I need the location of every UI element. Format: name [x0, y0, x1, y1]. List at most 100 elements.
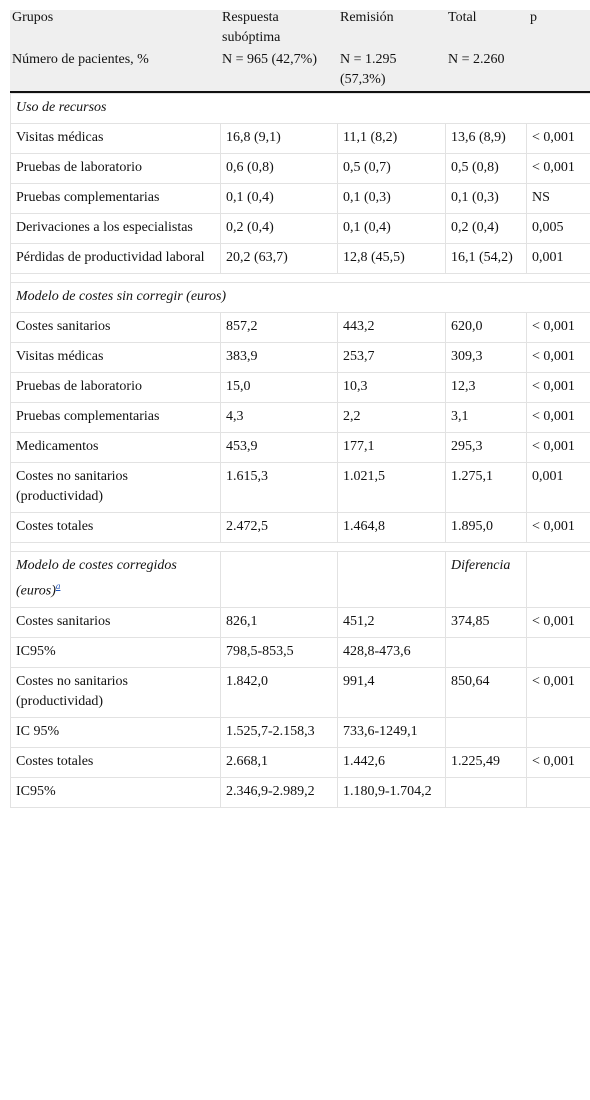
cell-remission: 1.021,5	[338, 463, 446, 513]
cell-total: 3,1	[446, 403, 527, 433]
cell-total: 295,3	[446, 433, 527, 463]
table-row: Costes sanitarios 857,2 443,2 620,0 < 0,…	[11, 313, 590, 343]
row-label: Medicamentos	[11, 433, 221, 463]
cell-suboptimal: 2.668,1	[221, 747, 338, 777]
table-header: Grupos Respuesta subóptima Remisión Tota…	[10, 10, 590, 91]
cell-remission: 991,4	[338, 667, 446, 717]
cell-total	[446, 777, 527, 807]
cell-suboptimal: 0,6 (0,8)	[221, 154, 338, 184]
row-label: Pruebas complementarias	[11, 403, 221, 433]
cell-p: < 0,001	[527, 667, 590, 717]
cell-suboptimal: 826,1	[221, 607, 338, 637]
cell-p: < 0,001	[527, 124, 590, 154]
cell-total	[446, 637, 527, 667]
results-table: Uso de recursos Visitas médicas 16,8 (9,…	[10, 93, 590, 808]
table-row: Pérdidas de productividad laboral 20,2 (…	[11, 244, 590, 274]
cell-remission: 733,6-1249,1	[338, 717, 446, 747]
cell-suboptimal: 20,2 (63,7)	[221, 244, 338, 274]
cell-p: < 0,001	[527, 373, 590, 403]
cell-suboptimal: 0,2 (0,4)	[221, 214, 338, 244]
header-n-total: N = 2.260	[448, 50, 505, 70]
cell-total: 16,1 (54,2)	[446, 244, 527, 274]
table-row: Visitas médicas 16,8 (9,1) 11,1 (8,2) 13…	[11, 124, 590, 154]
cell-p	[527, 777, 590, 807]
section-row: Modelo de costes sin corregir (euros)	[11, 283, 590, 313]
row-label: Pérdidas de productividad laboral	[11, 244, 221, 274]
cell-p: 0,001	[527, 244, 590, 274]
cell-p: < 0,001	[527, 403, 590, 433]
cell-total: 374,85	[446, 607, 527, 637]
cell-remission: 1.464,8	[338, 513, 446, 543]
row-label: Costes sanitarios	[11, 607, 221, 637]
row-label: IC 95%	[11, 717, 221, 747]
table-row: Pruebas complementarias 4,3 2,2 3,1 < 0,…	[11, 403, 590, 433]
table-row: Pruebas de laboratorio 0,6 (0,8) 0,5 (0,…	[11, 154, 590, 184]
cell-remission: 253,7	[338, 343, 446, 373]
table-row: IC95% 798,5-853,5 428,8-473,6	[11, 637, 590, 667]
header-remission: Remisión	[340, 8, 394, 28]
section-empty	[527, 552, 590, 608]
cell-remission: 443,2	[338, 313, 446, 343]
cell-remission: 428,8-473,6	[338, 637, 446, 667]
table-row: IC95% 2.346,9-2.989,2 1.180,9-1.704,2	[11, 777, 590, 807]
cell-remission: 451,2	[338, 607, 446, 637]
table-row: Medicamentos 453,9 177,1 295,3 < 0,001	[11, 433, 590, 463]
difference-header: Diferencia	[446, 552, 527, 608]
cell-total: 0,2 (0,4)	[446, 214, 527, 244]
cell-suboptimal: 383,9	[221, 343, 338, 373]
cell-suboptimal: 2.346,9-2.989,2	[221, 777, 338, 807]
section-empty	[338, 552, 446, 608]
table-row: Costes no sanitarios (productividad) 1.6…	[11, 463, 590, 513]
results-table-container: Grupos Respuesta subóptima Remisión Tota…	[10, 10, 590, 808]
cell-p	[527, 637, 590, 667]
table-row: Costes totales 2.668,1 1.442,6 1.225,49 …	[11, 747, 590, 777]
cell-total: 12,3	[446, 373, 527, 403]
cell-total: 620,0	[446, 313, 527, 343]
header-patients: Número de pacientes, %	[12, 50, 149, 70]
cell-suboptimal: 1.525,7-2.158,3	[221, 717, 338, 747]
row-label: Pruebas de laboratorio	[11, 373, 221, 403]
spacer-row	[11, 274, 590, 283]
header-p: p	[530, 8, 537, 28]
cell-suboptimal: 798,5-853,5	[221, 637, 338, 667]
header-n-remission: N = 1.295 (57,3%)	[340, 50, 440, 90]
table-row: IC 95% 1.525,7-2.158,3 733,6-1249,1	[11, 717, 590, 747]
header-total: Total	[448, 8, 477, 28]
cell-remission: 2,2	[338, 403, 446, 433]
section-title-text: Modelo de costes corregidos (euros)	[16, 558, 177, 599]
cell-remission: 11,1 (8,2)	[338, 124, 446, 154]
cell-total: 13,6 (8,9)	[446, 124, 527, 154]
cell-remission: 0,1 (0,3)	[338, 184, 446, 214]
spacer-cell	[11, 274, 590, 283]
cell-remission: 0,5 (0,7)	[338, 154, 446, 184]
cell-p: < 0,001	[527, 433, 590, 463]
cell-suboptimal: 2.472,5	[221, 513, 338, 543]
cell-total: 1.225,49	[446, 747, 527, 777]
spacer-cell	[11, 543, 590, 552]
cell-suboptimal: 1.842,0	[221, 667, 338, 717]
row-label: Costes sanitarios	[11, 313, 221, 343]
cell-p: < 0,001	[527, 343, 590, 373]
cell-total	[446, 717, 527, 747]
row-label: Derivaciones a los especialistas	[11, 214, 221, 244]
cell-suboptimal: 16,8 (9,1)	[221, 124, 338, 154]
cell-suboptimal: 1.615,3	[221, 463, 338, 513]
section-title: Uso de recursos	[11, 94, 590, 124]
header-groups: Grupos	[12, 8, 53, 28]
cell-total: 1.275,1	[446, 463, 527, 513]
cell-total: 0,1 (0,3)	[446, 184, 527, 214]
row-label: Costes no sanitarios (productividad)	[11, 463, 221, 513]
cell-p: < 0,001	[527, 154, 590, 184]
cell-total: 309,3	[446, 343, 527, 373]
footnote-link[interactable]: a	[56, 581, 61, 591]
spacer-row	[11, 543, 590, 552]
row-label: Pruebas complementarias	[11, 184, 221, 214]
cell-suboptimal: 4,3	[221, 403, 338, 433]
table-row: Pruebas de laboratorio 15,0 10,3 12,3 < …	[11, 373, 590, 403]
cell-p: < 0,001	[527, 607, 590, 637]
cell-p: < 0,001	[527, 313, 590, 343]
cell-suboptimal: 857,2	[221, 313, 338, 343]
cell-total: 0,5 (0,8)	[446, 154, 527, 184]
row-label: Costes totales	[11, 513, 221, 543]
row-label: IC95%	[11, 637, 221, 667]
